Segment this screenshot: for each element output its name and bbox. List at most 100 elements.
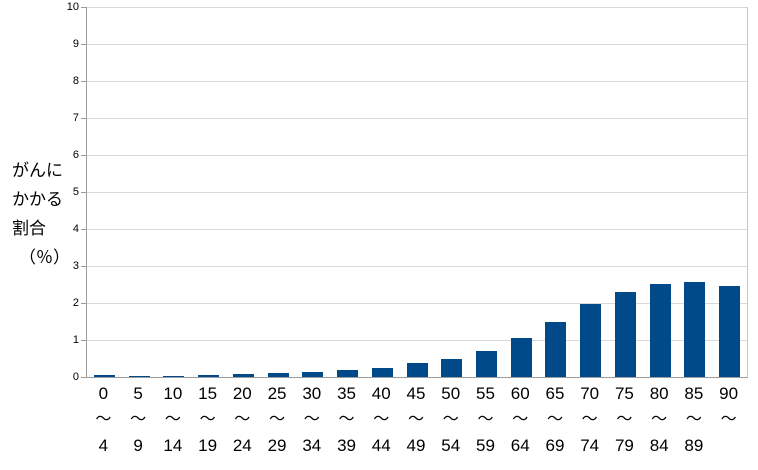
x-tick-tilde: ～ — [720, 411, 737, 428]
x-tick-start: 5 — [133, 384, 143, 403]
gridline — [87, 44, 747, 45]
bar-40～44 — [371, 367, 393, 377]
x-tick-tilde: ～ — [616, 411, 633, 428]
x-tick-label: 40 ～ 44 — [364, 381, 399, 459]
x-tick-end: 19 — [198, 436, 218, 455]
x-tick-end: 39 — [337, 436, 356, 455]
x-tick-end: 59 — [476, 436, 495, 455]
bar-25～29 — [267, 373, 289, 377]
x-tick-start: 35 — [337, 384, 356, 403]
y-axis-tick — [81, 155, 87, 156]
x-tick-end: 69 — [545, 436, 565, 455]
bar-65～69 — [545, 321, 567, 377]
x-tick-tilde: ～ — [373, 411, 390, 428]
x-axis-labels: 0 ～ 4 5 ～ 9 10 ～ 14 15 ～ 19 20 ～ 24 25 ～ 29 30 ～ 34 35 ～ 39 40 ～ 4… — [86, 381, 746, 463]
y-axis-title-line: （％） — [19, 248, 70, 267]
x-tick-end: 49 — [406, 436, 426, 455]
y-axis-tick — [81, 81, 87, 82]
y-tick-label: 3 — [72, 260, 79, 272]
bar-30～34 — [302, 371, 324, 377]
x-tick-end: 84 — [649, 436, 669, 455]
bar-75～79 — [614, 291, 636, 377]
y-tick-label: 0 — [72, 371, 79, 383]
gridline — [87, 192, 747, 193]
bar-90～ — [719, 286, 741, 377]
x-tick-start: 40 — [371, 384, 391, 403]
y-axis-tick — [81, 229, 87, 230]
x-tick-end: 29 — [267, 436, 287, 455]
x-tick-start: 90 — [719, 384, 739, 403]
y-axis-title-line: かかる — [12, 190, 63, 209]
y-tick-label: 8 — [72, 75, 79, 87]
plot-area: 0 1 2 3 4 5 6 7 8 9 10 — [67, 1, 748, 383]
x-tick-start: 30 — [302, 384, 322, 403]
gridline — [87, 229, 747, 230]
x-tick-start: 0 — [98, 384, 109, 403]
x-tick-end: 89 — [684, 436, 704, 455]
y-axis-title-line: がんに — [12, 161, 63, 180]
gridline — [87, 7, 747, 8]
y-axis-title-line: 割合 — [12, 219, 46, 238]
x-tick-tilde: ～ — [442, 411, 459, 428]
y-tick-label: 4 — [72, 223, 79, 235]
bar-35～39 — [337, 370, 359, 377]
bar-45～49 — [406, 363, 428, 377]
x-tick-label: 5 ～ 9 — [121, 381, 156, 459]
x-tick-tilde: ～ — [407, 411, 424, 428]
x-tick-label: 25 ～ 29 — [260, 381, 295, 459]
y-axis-tick — [81, 192, 87, 193]
x-tick-tilde: ～ — [477, 411, 494, 428]
x-tick-label: 45 ～ 49 — [399, 381, 434, 459]
x-tick-tilde: ～ — [269, 411, 286, 428]
x-tick-end: 34 — [302, 436, 322, 455]
x-tick-start: 10 — [163, 384, 183, 403]
y-tick-label: 9 — [72, 38, 79, 50]
x-tick-label: 80 ～ 84 — [642, 381, 677, 459]
x-tick-tilde: ～ — [303, 411, 320, 428]
bar-15～19 — [198, 374, 220, 377]
bar-50～54 — [441, 358, 463, 377]
x-tick-start: 50 — [441, 384, 461, 403]
x-tick-end: 4 — [98, 436, 109, 455]
x-tick-tilde: ～ — [651, 411, 668, 428]
y-tick-label: 1 — [72, 334, 79, 346]
x-tick-start: 80 — [649, 384, 669, 403]
bar-85～89 — [684, 281, 706, 377]
x-tick-start: 85 — [684, 384, 704, 403]
x-tick-tilde: ～ — [685, 411, 702, 428]
gridline — [87, 81, 747, 82]
x-tick-tilde: ～ — [512, 411, 529, 428]
x-tick-label: 60 ～ 64 — [503, 381, 538, 459]
x-tick-start: 20 — [232, 384, 252, 403]
bar-80～84 — [649, 283, 671, 377]
x-tick-tilde: ～ — [130, 411, 147, 428]
bar-10～14 — [163, 375, 185, 377]
x-tick-start: 60 — [510, 384, 530, 403]
x-tick-label: 0 ～ 4 — [86, 381, 121, 459]
x-tick-tilde: ～ — [199, 411, 216, 428]
x-tick-end: 79 — [614, 436, 634, 455]
bar-55～59 — [475, 351, 497, 377]
bar-20～24 — [232, 374, 254, 377]
x-tick-tilde: ～ — [581, 411, 598, 428]
y-axis-tick — [81, 118, 87, 119]
x-tick-label: 75 ～ 79 — [607, 381, 642, 459]
x-tick-end: 14 — [163, 436, 183, 455]
y-tick-label: 2 — [72, 297, 79, 309]
x-tick-tilde: ～ — [164, 411, 181, 428]
x-tick-end: 64 — [510, 436, 530, 455]
y-tick-label: 10 — [66, 1, 79, 13]
y-axis-tick — [81, 44, 87, 45]
x-tick-start: 70 — [580, 384, 600, 403]
x-tick-label: 85 ～ 89 — [677, 381, 712, 459]
bar-5～9 — [128, 375, 150, 377]
x-tick-tilde: ～ — [546, 411, 563, 428]
x-tick-tilde: ～ — [234, 411, 251, 428]
y-axis-tick — [81, 377, 87, 378]
x-tick-label: 90 ～ — [711, 381, 746, 433]
x-tick-label: 30 ～ 34 — [294, 381, 329, 459]
y-tick-label: 6 — [72, 149, 79, 161]
gridline — [87, 118, 747, 119]
gridline — [87, 303, 747, 304]
